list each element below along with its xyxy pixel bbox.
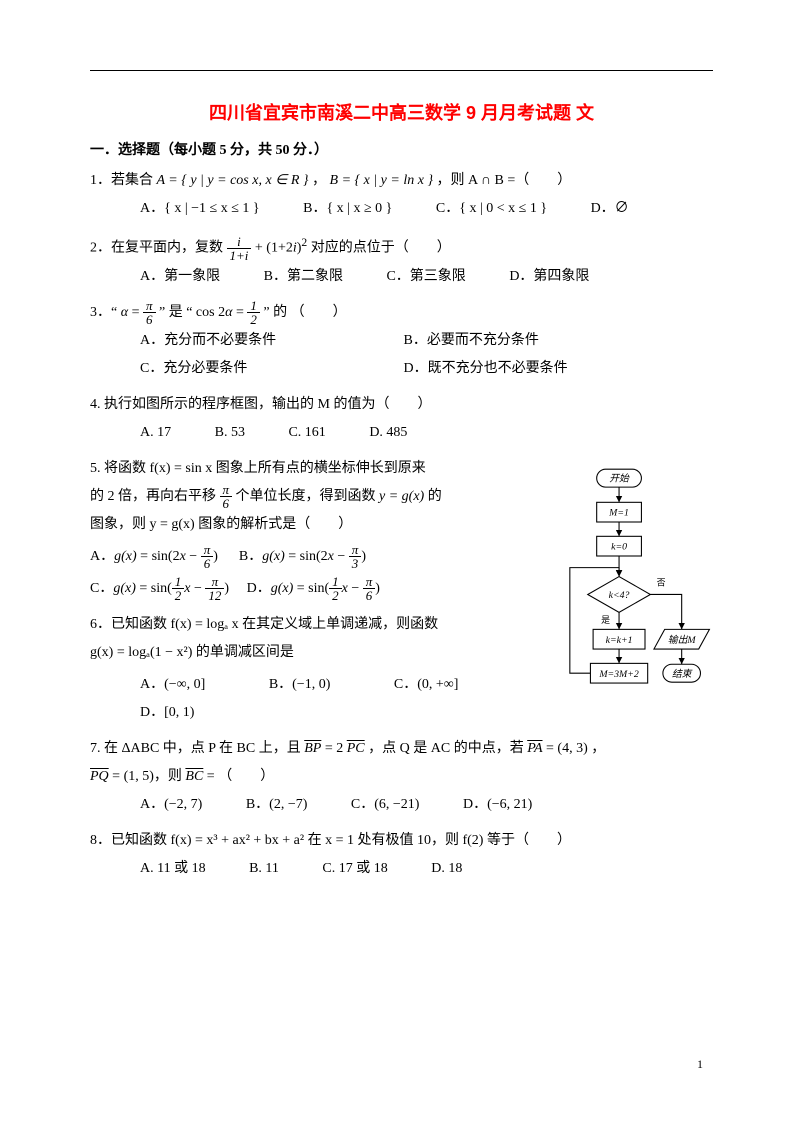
svg-text:k=k+1: k=k+1 <box>606 635 633 646</box>
question-5: 5. 将函数 f(x) = sin x 图象上所有点的横坐标伸长到原来 的 2 … <box>90 455 530 603</box>
q7-bp: BP <box>304 741 321 756</box>
q7-optB: B．(2, −7) <box>246 797 308 812</box>
q8-optC: C. 17 或 18 <box>322 861 387 876</box>
q3-options-row1: A．充分而不必要条件 B．必要而不充分条件 <box>140 327 713 355</box>
q7-t2: = （ ） <box>207 769 274 784</box>
question-8: 8．已知函数 f(x) = x³ + ax² + bx + a² 在 x = 1… <box>90 827 713 883</box>
q4-stem: 4. 执行如图所示的程序框图，输出的 M 的值为（ ） <box>90 397 431 412</box>
q6-options: A．(−∞, 0] B．(−1, 0) C．(0, +∞] D．[0, 1) <box>140 671 530 727</box>
q1-setB: B = { x | y = ln x } <box>330 173 434 188</box>
svg-text:M=3M+2: M=3M+2 <box>598 669 639 680</box>
q4-optA: A. 17 <box>140 425 171 440</box>
q8-stem: 8．已知函数 f(x) = x³ + ax² + bx + a² 在 x = 1… <box>90 833 571 848</box>
q6-optA: A．(−∞, 0] <box>140 677 205 692</box>
q2-optB: B．第二象限 <box>264 269 343 284</box>
section-heading: 一．选择题（每小题 5 分，共 50 分．） <box>90 139 713 159</box>
svg-text:结束: 结束 <box>672 668 693 680</box>
q7-pre: 7. 在 ΔABC 中，点 P 在 BC 上，且 <box>90 741 304 756</box>
paper-title: 四川省宜宾市南溪二中高三数学 9 月月考试题 文 <box>90 99 713 125</box>
q3-optD: D．既不充分也不必要条件 <box>404 361 568 376</box>
q8-optD: D. 18 <box>431 861 462 876</box>
q8-options: A. 11 或 18 B. 11 C. 17 或 18 D. 18 <box>140 855 713 883</box>
q7-optD: D．(−6, 21) <box>463 797 532 812</box>
q5-line3: 图象，则 y = g(x) 图象的解析式是（ ） <box>90 511 530 539</box>
question-2: 2．在复平面内，复数 i1+i + (1+2i)2 对应的点位于（ ） A．第一… <box>90 231 713 291</box>
question-6: 6．已知函数 f(x) = logₐ x 在其定义域上单调递减，则函数 g(x)… <box>90 611 530 727</box>
q7-pa: PA <box>527 741 542 756</box>
q5-line2: 的 2 倍，再向右平移 π6 个单位长度，得到函数 y = g(x) 的 <box>90 483 530 511</box>
q7-bc: BC <box>185 769 203 784</box>
question-4: 4. 执行如图所示的程序框图，输出的 M 的值为（ ） A. 17 B. 53 … <box>90 391 713 447</box>
q7-options: A．(−2, 7) B．(2, −7) C．(6, −21) D．(−6, 21… <box>140 791 713 819</box>
q1-stem-pre: 1．若集合 <box>90 173 157 188</box>
q1-optB: B．{ x | x ≥ 0 } <box>303 201 392 216</box>
q4-optB: B. 53 <box>215 425 245 440</box>
page-number: 1 <box>697 1057 703 1072</box>
q1-optD: D．∅ <box>591 201 629 216</box>
q3-optA: A．充分而不必要条件 <box>140 327 360 355</box>
svg-text:否: 否 <box>657 578 666 588</box>
top-rule <box>90 70 713 71</box>
svg-text:k=0: k=0 <box>611 542 627 553</box>
q7-pc: PC <box>347 741 365 756</box>
q6-stem2: g(x) = logₐ(1 − x²) 的单调减区间是 <box>90 645 294 660</box>
q7-m3: = (1, 5)，则 <box>112 769 185 784</box>
q5-row2: C．g(x) = sin(12x − π12) D．g(x) = sin(12x… <box>90 575 530 603</box>
q1-optA: A．{ x | −1 ≤ x ≤ 1 } <box>140 201 260 216</box>
q1-setA: A = { y | y = cos x, x ∈ R } <box>157 173 309 188</box>
q7-optC: C．(6, −21) <box>351 797 420 812</box>
q1-options: A．{ x | −1 ≤ x ≤ 1 } B．{ x | x ≥ 0 } C．{… <box>140 195 713 223</box>
q2-optD: D．第四象限 <box>509 269 589 284</box>
q5-row1: A．g(x) = sin(2x − π6) B．g(x) = sin(2x − … <box>90 543 530 571</box>
svg-text:是: 是 <box>601 615 610 625</box>
q2-optA: A．第一象限 <box>140 269 220 284</box>
exam-page: 四川省宜宾市南溪二中高三数学 9 月月考试题 文 一．选择题（每小题 5 分，共… <box>0 0 793 1122</box>
q2-options: A．第一象限 B．第二象限 C．第三象限 D．第四象限 <box>140 263 713 291</box>
q7-pq: PQ <box>90 769 109 784</box>
q3-pi6: π6 <box>143 299 156 326</box>
q7-optA: A．(−2, 7) <box>140 797 202 812</box>
flowchart-diagram: 开始 M=1 k=0 k<4? k=k+1 M=3M+2 输出M 结束 是 否 <box>543 450 713 730</box>
q6-optD: D．[0, 1) <box>140 705 194 720</box>
svg-text:输出M: 输出M <box>668 634 697 646</box>
q5-line1: 5. 将函数 f(x) = sin x 图象上所有点的横坐标伸长到原来 <box>90 455 530 483</box>
q6-stem1: 6．已知函数 f(x) = logₐ x 在其定义域上单调递减，则函数 <box>90 617 438 632</box>
question-1: 1．若集合 A = { y | y = cos x, x ∈ R } ， B =… <box>90 167 713 223</box>
q2-frac: i1+i <box>227 235 252 262</box>
question-3: 3．“ α = π6 ” 是 “ cos 2α = 12 ” 的 （ ） A．充… <box>90 299 713 383</box>
q8-optB: B. 11 <box>249 861 279 876</box>
q7-m1: = 2 <box>325 741 343 756</box>
question-7: 7. 在 ΔABC 中，点 P 在 BC 上，且 BP = 2 PC ，点 Q … <box>90 735 713 819</box>
q1-tail: ，则 A ∩ B =（ ） <box>437 173 572 188</box>
q6-optB: B．(−1, 0) <box>269 677 331 692</box>
q4-optC: C. 161 <box>288 425 325 440</box>
q7-t1: = (4, 3) ， <box>546 741 605 756</box>
q3-optC: C．充分必要条件 <box>140 355 360 383</box>
q4-optD: D. 485 <box>369 425 407 440</box>
svg-text:开始: 开始 <box>609 473 630 485</box>
q7-m2: ，点 Q 是 AC 的中点，若 <box>368 741 527 756</box>
q4-options: A. 17 B. 53 C. 161 D. 485 <box>140 419 713 447</box>
q3-options-row2: C．充分必要条件 D．既不充分也不必要条件 <box>140 355 713 383</box>
q1-optC: C．{ x | 0 < x ≤ 1 } <box>436 201 547 216</box>
q1-mid: ， <box>312 173 330 188</box>
q6-optC: C．(0, +∞] <box>394 677 459 692</box>
q2-optC: C．第三象限 <box>386 269 465 284</box>
q8-optA: A. 11 或 18 <box>140 861 206 876</box>
q3-half: 12 <box>247 299 260 326</box>
svg-text:M=1: M=1 <box>608 508 629 519</box>
q3-optB: B．必要而不充分条件 <box>404 333 539 348</box>
svg-text:k<4?: k<4? <box>609 590 630 601</box>
